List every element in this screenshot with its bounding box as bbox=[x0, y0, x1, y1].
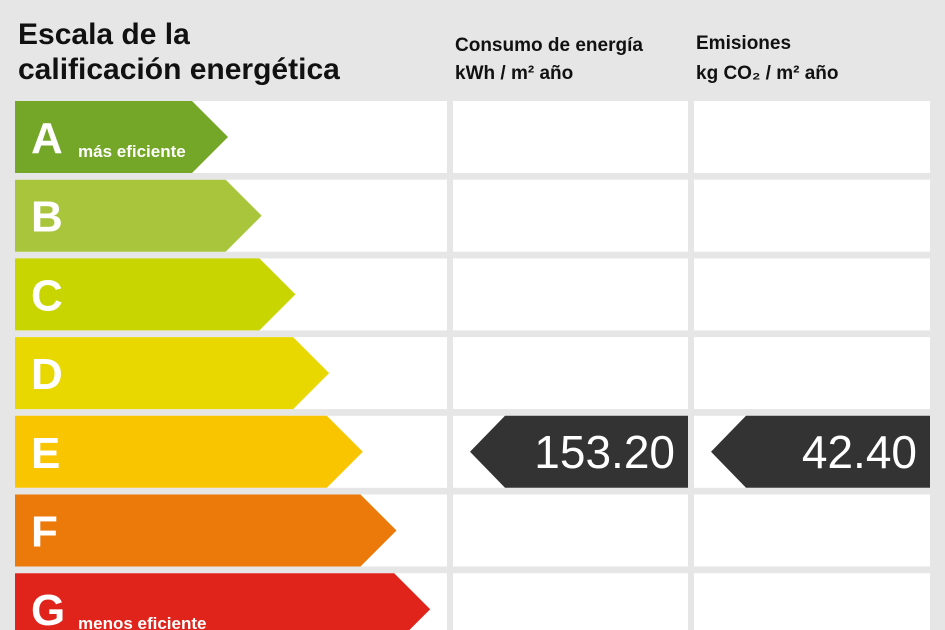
rating-arrow bbox=[15, 258, 296, 331]
rating-label: menos eficiente bbox=[78, 614, 207, 630]
rating-arrow bbox=[15, 494, 397, 567]
rating-letter: F bbox=[31, 508, 58, 557]
title: Escala de la bbox=[18, 18, 190, 51]
rating-label: más eficiente bbox=[78, 142, 186, 161]
column-unit: kg CO₂ / m² año bbox=[696, 63, 839, 84]
rating-letter: G bbox=[31, 586, 65, 630]
value-indicator bbox=[470, 415, 688, 488]
row-cell bbox=[694, 101, 930, 173]
rating-letter: D bbox=[31, 350, 63, 399]
row-cell bbox=[694, 337, 930, 410]
rating-arrow bbox=[15, 573, 431, 630]
rating-letter: A bbox=[31, 114, 63, 163]
title: calificación energética bbox=[18, 53, 340, 86]
value-text: 42.40 bbox=[802, 426, 917, 478]
value-indicator bbox=[711, 415, 930, 488]
row-cell bbox=[694, 179, 930, 252]
column-title: Consumo de energía bbox=[455, 35, 643, 56]
rating-letter: C bbox=[31, 271, 63, 320]
rating-arrow bbox=[15, 337, 330, 410]
row-cell bbox=[453, 494, 688, 567]
rating-letter: E bbox=[31, 429, 60, 478]
row-cell bbox=[694, 573, 930, 630]
value-text: 153.20 bbox=[534, 426, 675, 478]
row-cell bbox=[694, 494, 930, 567]
row-cell bbox=[453, 258, 688, 331]
row-cell bbox=[453, 337, 688, 410]
row-cell bbox=[453, 179, 688, 252]
row-cell bbox=[453, 573, 688, 630]
rating-letter: B bbox=[31, 193, 63, 242]
row-cell bbox=[694, 258, 930, 331]
rating-arrow bbox=[15, 415, 363, 488]
column-title: Emisiones bbox=[696, 33, 791, 54]
column-unit: kWh / m² año bbox=[455, 63, 573, 84]
rating-arrow bbox=[15, 101, 228, 173]
row-cell bbox=[453, 101, 688, 173]
rating-arrow bbox=[15, 179, 262, 252]
